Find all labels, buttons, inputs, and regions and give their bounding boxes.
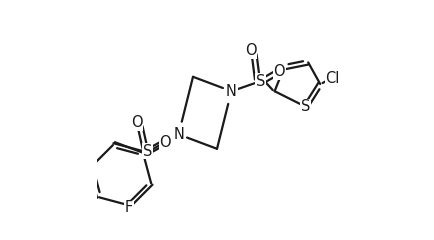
Text: S: S <box>301 99 310 114</box>
Text: O: O <box>273 65 285 79</box>
Text: F: F <box>125 200 133 215</box>
Text: O: O <box>160 135 171 150</box>
Text: N: N <box>173 127 184 142</box>
Text: O: O <box>245 43 256 58</box>
Text: N: N <box>226 84 237 99</box>
Text: Cl: Cl <box>326 71 340 86</box>
Text: S: S <box>256 74 265 89</box>
Text: O: O <box>131 115 142 130</box>
Text: S: S <box>143 144 152 159</box>
